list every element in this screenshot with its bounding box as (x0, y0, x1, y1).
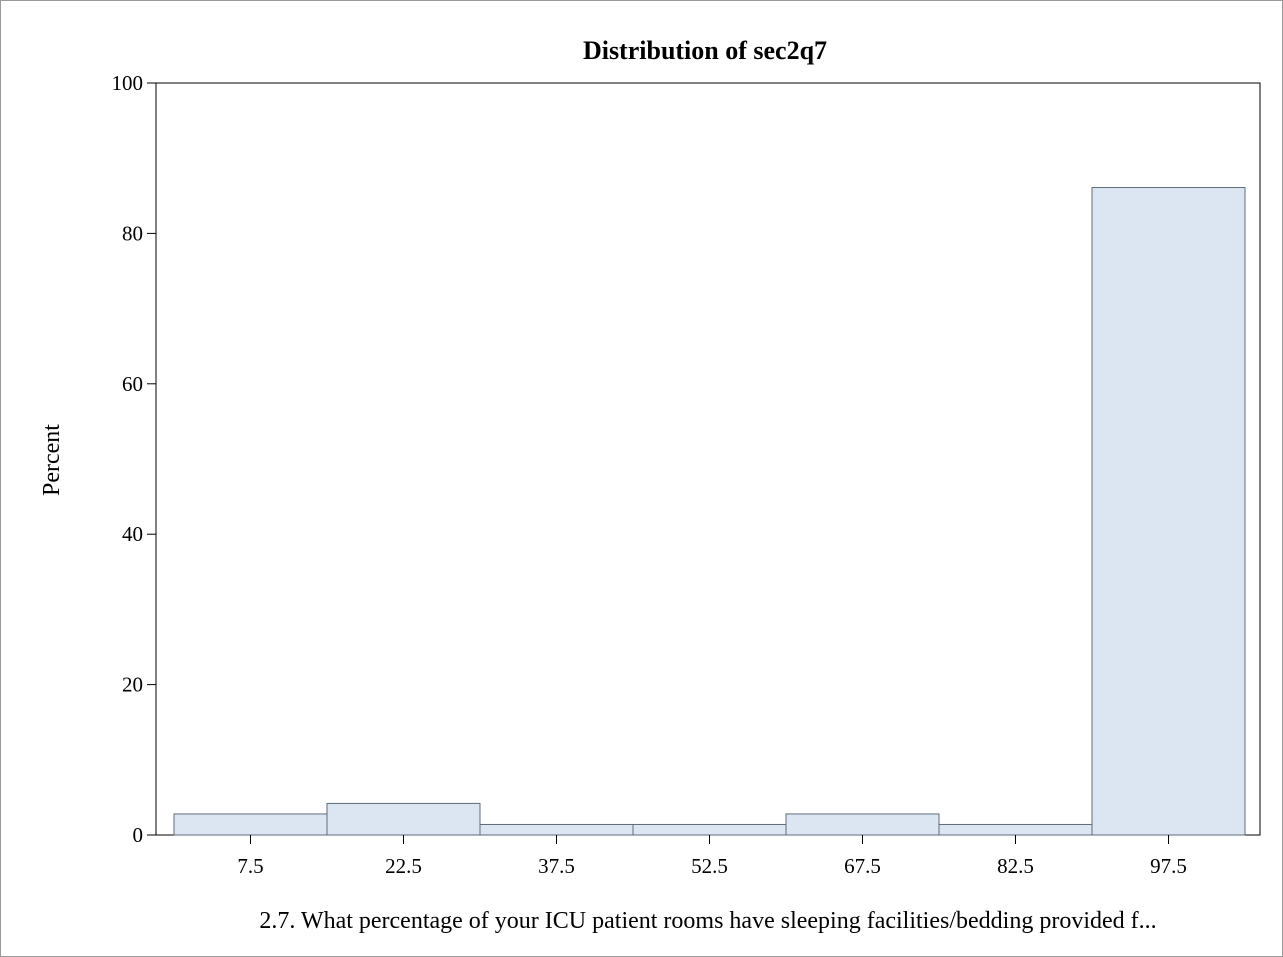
y-tick-label: 100 (112, 71, 144, 95)
y-tick-label: 40 (122, 522, 143, 546)
x-tick-label: 37.5 (538, 854, 575, 878)
chart-title: Distribution of sec2q7 (583, 36, 827, 65)
y-axis-label: Percent (39, 424, 65, 496)
x-tick-label: 52.5 (691, 854, 728, 878)
x-tick-label: 82.5 (997, 854, 1034, 878)
bar-7.5 (173, 813, 328, 836)
y-tick-label: 0 (133, 823, 144, 847)
x-tick-label: 22.5 (385, 854, 422, 878)
y-axis: 0 20 40 60 80 100 (112, 71, 156, 847)
plot-area (155, 82, 1261, 836)
y-tick-label: 60 (122, 372, 143, 396)
bar-97.5 (1091, 187, 1246, 836)
bar-67.5 (785, 813, 940, 836)
x-tick-label: 67.5 (844, 854, 881, 878)
bars-group (173, 187, 1246, 836)
bar-37.5 (479, 823, 634, 836)
x-tick-label: 97.5 (1150, 854, 1187, 878)
x-tick-label: 7.5 (237, 854, 263, 878)
x-axis-label: 2.7. What percentage of your ICU patient… (259, 908, 1156, 934)
x-axis: 7.5 22.5 37.5 52.5 67.5 82.5 97.5 (237, 835, 1187, 878)
bar-22.5 (326, 802, 481, 836)
y-tick-label: 20 (122, 673, 143, 697)
y-tick-label: 80 (122, 221, 143, 245)
bar-52.5 (632, 823, 787, 836)
bar-82.5 (938, 823, 1093, 836)
